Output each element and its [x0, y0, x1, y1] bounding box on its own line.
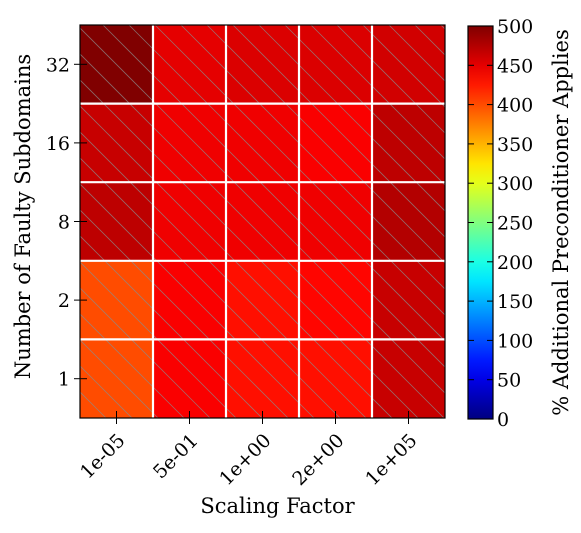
colorbar-tick-label: 450: [497, 55, 533, 77]
heatmap-cell-16-1e+00: [226, 103, 300, 183]
hatch-overlay: [80, 25, 445, 418]
hatch-line: [310, 25, 445, 160]
hatch-line: [80, 79, 419, 418]
heatmap-cell-2-1e+00: [226, 260, 300, 340]
heatmap-cell-2-2e+00: [299, 260, 373, 340]
grid-lines: [80, 25, 445, 418]
heatmap-cell-1-1e+00: [226, 339, 300, 419]
y-tick-label: 16: [46, 133, 70, 155]
heatmap-cell-8-2e+00: [299, 182, 373, 262]
x-tick-label: 1e-05: [76, 430, 130, 484]
heatmap-cell-8-1e+00: [226, 182, 300, 262]
hatch-line: [80, 287, 211, 418]
colorbar-label: % Additional Preconditioner Applies: [549, 29, 573, 415]
x-tick-label: 5e-01: [149, 430, 203, 484]
hatch-line: [154, 25, 445, 316]
hatch-line: [80, 209, 289, 418]
heatmap-cell-32-2e+00: [299, 25, 373, 105]
hatch-line: [258, 25, 445, 212]
colorbar: 0 50 100 150 200 250 300 350 400 450 500: [467, 16, 533, 431]
hatch-line: [180, 25, 445, 290]
heatmap-cell-16-2e+00: [299, 103, 373, 183]
colorbar-tick-label: 150: [497, 291, 533, 313]
heatmap-cell-16-1e+05: [372, 103, 446, 183]
colorbar-tick-label: 50: [497, 370, 521, 392]
hatch-line: [80, 235, 263, 418]
colorbar-tick-label: 100: [497, 330, 533, 352]
hatch-line: [80, 183, 315, 418]
colorbar-tick-label: 0: [497, 409, 509, 431]
heatmap-cell-1-5e-01: [153, 339, 227, 419]
hatch-line: [80, 131, 367, 418]
colorbar-tick-label: 400: [497, 95, 533, 117]
x-tick-label: 1e+05: [361, 430, 421, 490]
heatmap-cell-1-2e+00: [299, 339, 373, 419]
hatch-line: [80, 261, 237, 418]
heatmap-cell-8-5e-01: [153, 182, 227, 262]
x-tick-label: 1e+00: [215, 430, 275, 490]
hatch-line: [80, 27, 445, 394]
hatch-line: [336, 25, 445, 134]
y-tick-label: 2: [58, 290, 70, 312]
y-tick-label: 8: [58, 212, 70, 234]
y-axis-label: Number of Faulty Subdomains: [11, 54, 35, 379]
y-tick-label: 32: [46, 54, 70, 76]
y-axis: 1 2 8 16 32: [46, 54, 87, 391]
hatch-line: [80, 157, 341, 418]
hatch-line: [80, 313, 185, 418]
heatmap-cells: [80, 25, 446, 419]
colorbar-tick-label: 250: [497, 213, 533, 235]
colorbar-tick-label: 300: [497, 173, 533, 195]
hatch-line: [80, 105, 393, 418]
x-tick-label: 2e+00: [288, 430, 348, 490]
colorbar-tick-label: 350: [497, 134, 533, 156]
heatmap-cell-32-5e-01: [153, 25, 227, 105]
heatmap-cell-1-1e+05: [372, 339, 446, 419]
heatmap-cell-16-5e-01: [153, 103, 227, 183]
hatch-line: [206, 25, 445, 264]
y-tick-label: 1: [58, 369, 70, 391]
colorbar-tick-label: 500: [497, 16, 533, 38]
heatmap-cell-2-1e+05: [372, 260, 446, 340]
x-axis-label: Scaling Factor: [200, 494, 355, 518]
hatch-line: [362, 25, 445, 108]
hatch-line: [128, 25, 445, 342]
hatch-line: [284, 25, 445, 186]
heatmap-cell-32-1e+05: [372, 25, 446, 105]
heatmap-cell-2-5e-01: [153, 260, 227, 340]
colorbar-tick-label: 200: [497, 252, 533, 274]
x-axis: 1e-05 5e-01 1e+00 2e+00 1e+05: [76, 411, 422, 490]
hatch-line: [80, 339, 159, 418]
hatch-line: [80, 53, 445, 418]
heatmap-cell-8-1e+05: [372, 182, 446, 262]
heatmap-cell-32-1e+00: [226, 25, 300, 105]
